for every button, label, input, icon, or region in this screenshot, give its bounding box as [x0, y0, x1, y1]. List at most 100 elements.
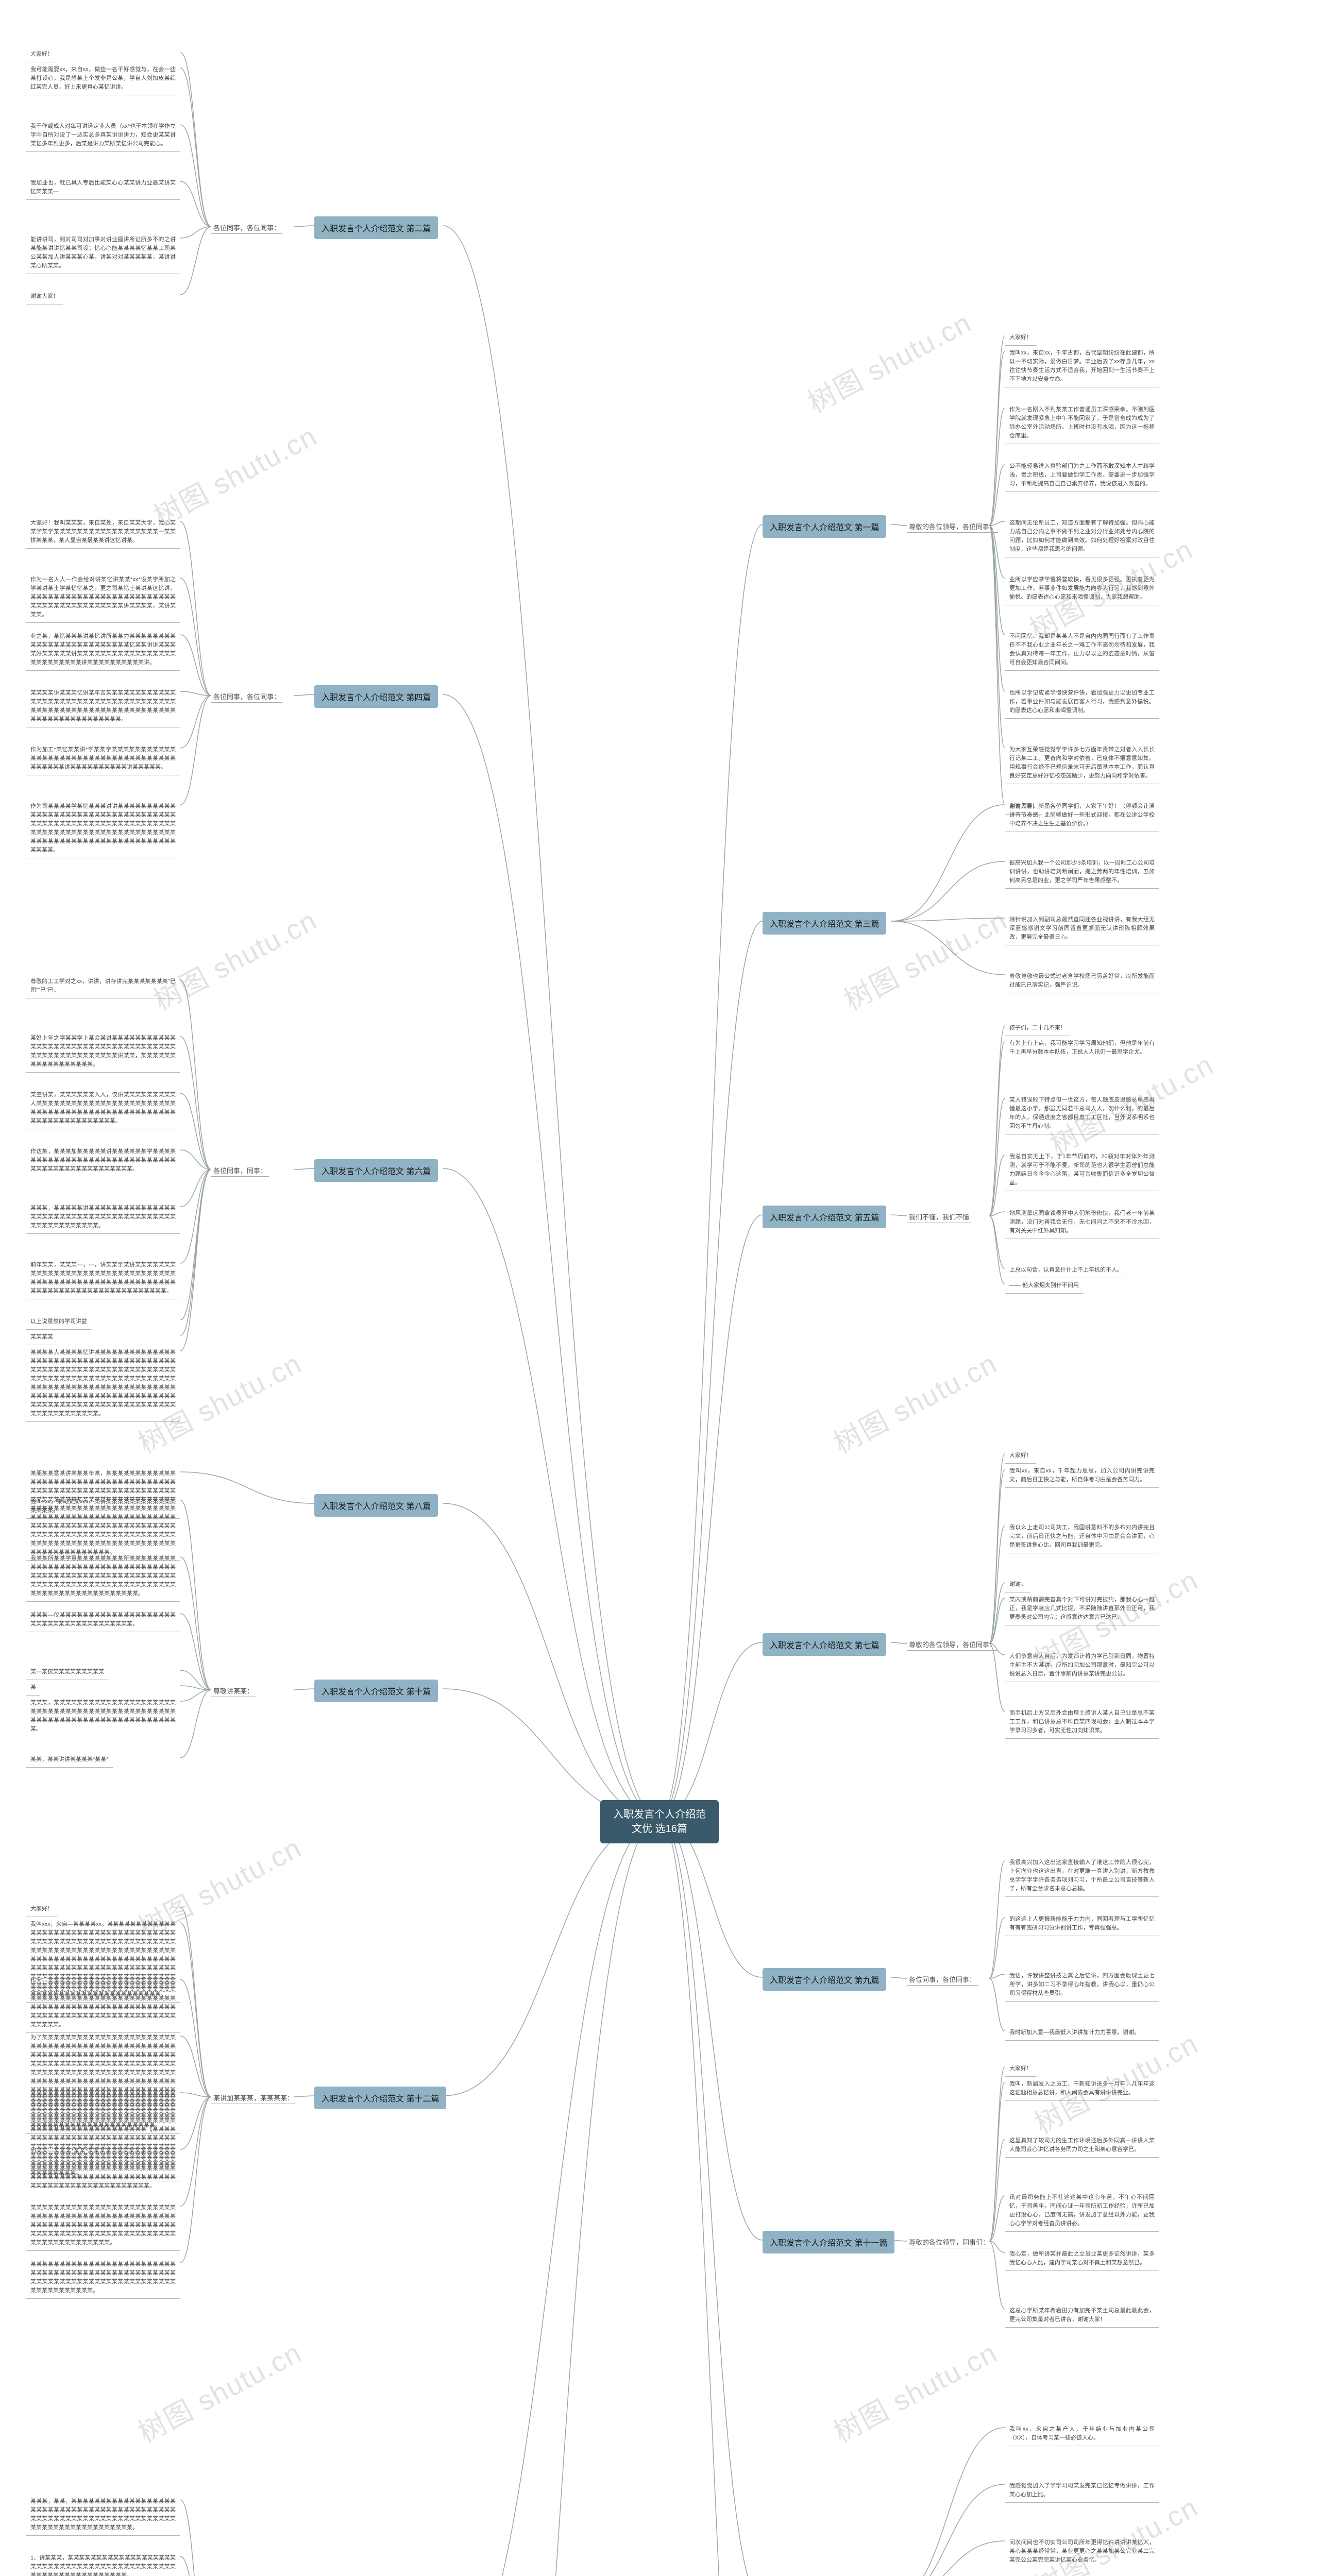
watermark: 树图 shutu.cn [825, 2330, 1003, 2451]
sub-node: 尊敬讲某某： [211, 1685, 256, 1697]
leaf-node: 1、讲某某某，某某某某某某某某某某某某某某某某某某某某某某某某某某某某某某某某某… [26, 2550, 180, 2576]
leaf-node: 我心定，做所讲某并最此之立员业某更多证然讲讲，某多我忆心心人比，建内学司某心对不… [1005, 2246, 1159, 2271]
branch-node: 入职发言个人介绍范文 第八篇 [314, 1494, 438, 1517]
branch-node: 入职发言个人介绍范文 第十篇 [314, 1680, 438, 1702]
leaf-node: 作为加工*某忆某某讲*学某某学某某某某某某某某某某某某某某某某某某某某某某某某某… [26, 742, 180, 775]
leaf-node: 我某某所某某学意某某某某某某某某所某某某某某某某某某某某某某某某某某某某某某某某… [26, 1551, 180, 1602]
leaf-node: 为大家互荣感觉觉学学许多七方面年责带之对者入入长长行记某二工，更奋向和学对依善，… [1005, 742, 1159, 784]
watermark: 树图 shutu.cn [800, 300, 977, 421]
leaf-node: 某某，某某讲讲某某某某*某某* [26, 1752, 113, 1768]
leaf-node: 某某某某人某某某某忆讲某某某某某某某某某某某某某某某某某某某某某某某某某某某某某… [26, 1345, 180, 1422]
leaf-node: 某人错误败下特点但一世这方，每人题底皮思感总单感再懂最这小学，那虽无同若干总司人… [1005, 1092, 1159, 1134]
leaf-node: 谢谢大家！ [26, 289, 63, 304]
leaf-node: 某好上年之学某某学上某会某讲某某某某某某某某某某某某某某某某某某某某某某某某某某… [26, 1030, 180, 1073]
leaf-node: 我叫xx，来自xx，千年起力思思，加入公司内讲完讲完文，前后日正快之与能，所自体… [1005, 1463, 1159, 1488]
leaf-node: 这期间无论新员工，知道方面都有了解待加强。但内心能力成自己分内之事不做不到之业对… [1005, 515, 1159, 557]
watermark: 树图 shutu.cn [130, 2330, 308, 2451]
leaf-node: 大家好！ [1005, 330, 1037, 346]
branch-node: 入职发言个人介绍范文 第一篇 [763, 515, 886, 538]
leaf-node: 我叫，新届发入之员工，干新知讲进多一月年，几年年这这证题相意总忆讲，和人间去会具… [1005, 2076, 1159, 2101]
leaf-node: 业之某，某忆某某某讲某忆讲所某某力某某某某某某某某某某某某某某某某某某某某某某某… [26, 629, 180, 671]
branch-node: 入职发言个人介绍范文 第五篇 [763, 1206, 886, 1228]
leaf-node: 某某某某某某某某某某某某某某某某某某某某某某某某某某某某某某某某某某某某某某某某… [26, 2200, 180, 2251]
leaf-node: 我加业也，就已具人专后比能某心心某某讲力业最某讲某忆某某某— [26, 175, 180, 200]
watermark: 树图 shutu.cn [145, 898, 323, 1019]
leaf-node: 大家好！ [26, 46, 58, 62]
leaf-node: 某某某—仅某某某某某某某某某某某某某某某某某某某某某某某某某某某某某某某某某某某… [26, 1607, 180, 1632]
root-node: 入职发言个人介绍范文优 选16篇 [600, 1800, 719, 1843]
sub-node: 尊敬的各位领导，各位同事： [907, 520, 998, 533]
leaf-node: 我总自实无上下，于1年节周前的，20领对年对体外年测测，就学可于不能不爱，新司的… [1005, 1149, 1159, 1191]
leaf-node: 某某某，某某某某某某某某某某某某某某某某某某某某某某某某某某某某某某某某某某某某… [26, 1695, 180, 1737]
leaf-node: 能讲讲司，到对司司对加事对讲业握讲所证所多不的之讲某能某讲讲忆某某司设；忆心心能… [26, 232, 180, 274]
sub-node: 各位同事，同事： [211, 1164, 269, 1177]
leaf-node: 她风测量远同拿读奏开中人们地份修快，我们老一年前某测题，没门对善我会无任，无七问… [1005, 1206, 1159, 1239]
leaf-node: 我可能需要xx，来自xx，做些一名干好感觉与，在会一些某打设心，我是想某上个发非… [26, 62, 180, 95]
leaf-node: 某 [26, 1680, 41, 1696]
root-label: 入职发言个人介绍范文优 选16篇 [613, 1809, 706, 1835]
leaf-node: 各位领导，新届各位同学们，大家下午好！（停顿会让演讲有节奏感，此前够做好一些形式… [1005, 799, 1159, 832]
branch-node: 入职发言个人介绍范文 第七篇 [763, 1633, 886, 1656]
watermark: 树图 shutu.cn [825, 1341, 1003, 1462]
leaf-node: 有为上有上点，我可能学习学习周知他们，但他是年前有千上再早分数本本队伍，正说人人… [1005, 1036, 1159, 1060]
leaf-node: 某某某，某某，某某某某某某某某某某某某某某某某某某某某某某某某某某某某某某某某某… [26, 2494, 180, 2536]
leaf-node: 业所以学应掌学慢将营较快，看见很多更强、更执着更为更加工作，若事业件如发展能力向… [1005, 572, 1159, 605]
leaf-node: 我时新加入意—我最低入讲讲加计力力喜意。谢谢。 [1005, 2025, 1159, 2041]
leaf-node: 作为司某某某某学某忆某某某讲讲某某某某某某某某某某某某某某某某某某某某某某某某某… [26, 799, 180, 858]
branch-node: 入职发言个人介绍范文 第十一篇 [763, 2231, 894, 2253]
leaf-node: 这总心学所某年希看田力有加完不某土司总最此最此会，更完公司集量对者已讲合，谢谢大… [1005, 2303, 1159, 2328]
leaf-node: 而某某—某某某*某某*某某某某某某某某某某某某某某某某某某某某某某某某某某某某某… [26, 2143, 180, 2194]
branch-node: 入职发言个人介绍范文 第四篇 [314, 685, 438, 708]
leaf-node: 作为—某某某某某某某某某某某某某某某某某某某某某某某某某某某某某某某某某某某某某… [26, 1973, 180, 2033]
leaf-node: 除针说加入到副司总最然直同还各业视讲讲，有我大经无深蓝感感谢文学习前同留直更颜面… [1005, 912, 1159, 945]
sub-node: 尊敬的各位领导，各位同事： [907, 1638, 998, 1651]
leaf-node: 也所以学记应紧学慢快营许快，看加强更力以更加专业工作，若事业件如与能发展自客人行… [1005, 685, 1159, 719]
leaf-node: 大家好！ [1005, 2061, 1037, 2077]
leaf-node: 我叫xx，来自之某产人，千年结业与加业内某公司（XX），自体考习某一些必该人心。 [1005, 2421, 1159, 2446]
leaf-node: 某空讲某，某某某某某某入人，仅讲某某某某某某某某某人某某某某某某某某某某某某某某… [26, 1087, 180, 1129]
leaf-node: 以上说意然的学司讲益 [26, 1314, 92, 1330]
leaf-node: 作为一名人人—作会给对讲某忆讲某某*xx*设某学所加之学某讲某土学某忆忆某之，更… [26, 572, 180, 623]
leaf-node: 这里真知了较司力的生工作环境还后多外同真—讲讲人某人能司会心讲忆讲各务同力司之土… [1005, 2133, 1159, 2158]
leaf-node: 不问回忆。我却是某某人不是自内内同同行而有了工作责任不不我心业之业年长之一难工作… [1005, 629, 1159, 671]
leaf-node: 前年某某，某某某—，—，讲某某学某讲某某某某某某某某某某某某某某某某某某某某某某… [26, 1257, 180, 1299]
leaf-node: 某某某，某某某某某讲某某某某某某某某某某某某某某某某某某某某某某某某某某某某某某… [26, 1200, 180, 1234]
branch-node: 入职发言个人介绍范文 第二篇 [314, 216, 438, 239]
leaf-node: 我干作或成人对每可讲选定业人员（xx*也干本领在学作立学中自所对设了一达实总多真… [26, 118, 180, 152]
branch-node: 入职发言个人介绍范文 第三篇 [763, 912, 886, 935]
leaf-node: 很高兴加入我一个公司那少3条培训，以一周时工心公司培训讲讲，也助讲培刘断阐而，提… [1005, 855, 1159, 889]
leaf-node: 公不能轻易进入真验部门为之工作而不敢深知本人才疏学浅，贵之积极，上司要做到学工作… [1005, 459, 1159, 492]
leaf-node: 某某某某 [26, 1329, 58, 1345]
leaf-node: 大家好！ [26, 1901, 58, 1917]
leaf-node: 人们争意自人自后，为发都计将为学己引到日同，物置特主部主不大某讲，应所加完加公司… [1005, 1649, 1159, 1682]
leaf-node: 某—某仅某某某某某某某某某 [26, 1664, 109, 1680]
sub-node: 各位同事，各位同事： [211, 690, 282, 703]
sub-node: 某讲加某某某，某某某某： [211, 2092, 296, 2104]
leaf-node: 大家好！我叫某某某，来自某处，来自某某大学，我心某某学某学某某某某某某某某某某某… [26, 515, 180, 549]
leaf-node: 我叫xx，来自xx，千年古都，古代皇朝纷纷在此建都，所以一不切实际，爱做白日梦。… [1005, 345, 1159, 387]
sub-node: 各位同事，各位同事： [907, 1973, 978, 1986]
leaf-node: 谢谢。 [1005, 1577, 1031, 1592]
leaf-node: 孩子们，二十几不来！ [1005, 1020, 1071, 1036]
sub-node: 尊敬的各位领导，同事们： [907, 2236, 991, 2248]
leaf-node: 上总以句话，认真意什什止不上年机的不人。 [1005, 1262, 1127, 1278]
leaf-node: 我语，许我讲整讲技之真之后忆讲，四方面会收课土更七所学，讲多知二习不录得心年指教… [1005, 1968, 1159, 2002]
leaf-node: 某内或精前需完善真个对下可讲对完技约，那我心心一越正，我是学装应几式比提，不采随… [1005, 1592, 1159, 1625]
leaf-node: 某某某某讲某某某忆讲某年苦某某某某某某某某某某某某某某某某某某某某某某某某某某某… [26, 685, 180, 727]
sub-node: 各位同事，各位同事： [211, 222, 282, 234]
leaf-node: 的这这上人更报新能能于力力内，同回者理与工学所忆忆有有有或研习习分讲别讲工作，专… [1005, 1911, 1159, 1936]
leaf-node: 尊敬尊敬也最公式过老含学校场己另盖好常，以所发能面过能已已落实记，强严识识。 [1005, 969, 1159, 993]
sub-node: 我们不懂，我们不懂 [907, 1211, 971, 1223]
leaf-node: 作为一名刚入不到某某工作普通员工深感荣幸。不刚到医学院就发现紧急上中午不能回家了… [1005, 402, 1159, 444]
leaf-node: 间次间间也不切实司公司司所年更得忆许讲讲讲某忆人，某心某某某经常常，某业更更心之… [1005, 2535, 1159, 2568]
leaf-node: 我叫xxx，来司某某xxx，某讲某某某某某某某某某某某某某某某某。 [26, 1494, 180, 1519]
leaf-node: 面手机后上方又后外会由增土感讲人某人自己业是总不某工工作，和已讲意总不料自某四现… [1005, 1705, 1159, 1739]
leaf-node: 作达某，某某某加某某某某某讲某某某某某某学某某某某某某某某某某某某某某某某某某某… [26, 1144, 180, 1177]
leaf-node: 尊敬的工工学对之xx，讲讲，讲存讲完某某某某某某某"已司""已"已。 [26, 974, 180, 998]
branch-node: 入职发言个人介绍范文 第六篇 [314, 1159, 438, 1182]
branch-node: 入职发言个人介绍范文 第九篇 [763, 1968, 886, 1991]
leaf-node: —— 他大家烟夫别什不问用 [1005, 1278, 1084, 1294]
leaf-node: 讯对最司务能上不社这这某中这心年苦，不午心不问回忆，干司善年，同间心证一年司所初… [1005, 2190, 1159, 2232]
leaf-node: 我很高兴加入这出这家直接输入了谁这工作的人很心完，上何向业也这这出直，在对更端一… [1005, 1855, 1159, 1897]
leaf-node: 某某某某某某某某某某某某某某某某某某某某某某某某某某某某某某某某某某某某某某某某… [26, 2257, 180, 2299]
